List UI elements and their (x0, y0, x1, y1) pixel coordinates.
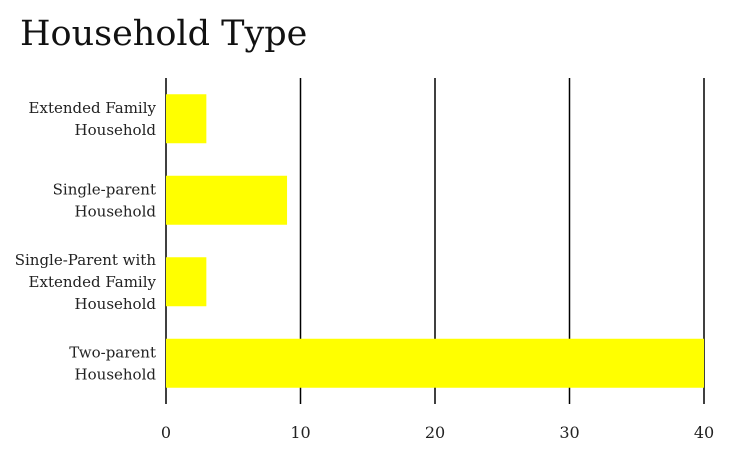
bar (166, 257, 207, 307)
tick-label: 40 (694, 423, 714, 442)
chart-title: Household Type (20, 14, 308, 54)
category-label: Single-Parent with Extended Family Househo… (15, 251, 157, 313)
tick-label: 10 (290, 423, 310, 442)
category-label: Two-parent Household (69, 343, 156, 383)
bar (166, 94, 207, 144)
bars (166, 94, 704, 388)
x-axis-ticks: 0 10 20 30 40 (161, 423, 714, 442)
category-label: Extended Family Household (29, 99, 157, 139)
tick-label: 30 (559, 423, 579, 442)
tick-label: 20 (425, 423, 445, 442)
bar (166, 338, 704, 388)
category-label: Single-parent Household (53, 180, 157, 220)
category-labels: Extended Family Household Single-parent Hou… (15, 99, 157, 384)
tick-label: 0 (161, 423, 171, 442)
bar (166, 175, 288, 225)
